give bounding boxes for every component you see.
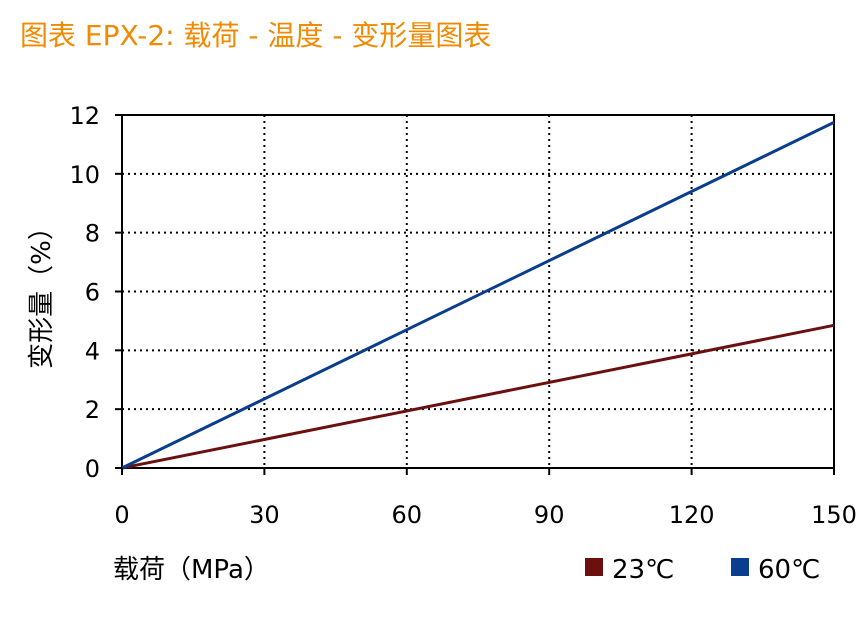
y-tick-labels: 0 2 4 6 8 10 12 [69,102,122,483]
grid [122,115,834,468]
y-tick-label: 2 [85,396,100,424]
y-tick-label: 0 [85,455,100,483]
x-tick-label: 90 [534,501,565,529]
y-tick-label: 8 [85,220,100,248]
series-group [121,121,835,470]
legend-label: 23℃ [612,555,674,585]
legend-swatch [585,558,603,576]
series-line [121,323,835,470]
series-line [121,121,835,470]
x-tick-label: 120 [669,501,715,529]
legend: 23℃ 60℃ [585,555,820,585]
y-tick-label: 6 [85,279,100,307]
y-tick-label: 12 [69,102,100,130]
x-tick-labels: 0 30 60 90 120 150 [114,468,857,529]
y-tick-label: 4 [85,337,100,365]
y-axis-label: 变形量（%） [27,214,57,369]
x-tick-label: 0 [114,501,129,529]
legend-label: 60℃ [758,555,820,585]
x-tick-label: 60 [392,501,423,529]
x-tick-label: 30 [249,501,280,529]
x-tick-label: 150 [811,501,857,529]
legend-swatch [731,558,749,576]
x-axis-label: 载荷（MPa） [113,555,270,585]
chart-title: 图表 EPX-2: 载荷 - 温度 - 变形量图表 [20,19,492,52]
y-tick-label: 10 [69,161,100,189]
